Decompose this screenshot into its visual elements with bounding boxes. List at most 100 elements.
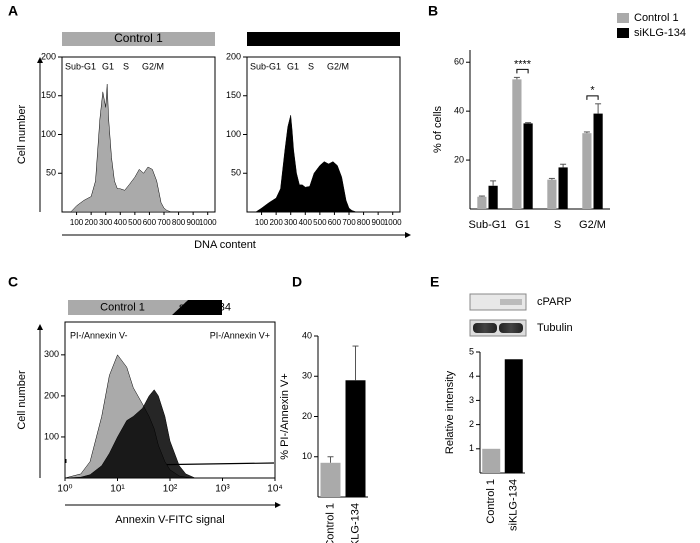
bar bbox=[320, 462, 341, 497]
x-tick-label: Control 1 bbox=[485, 479, 497, 524]
panel-letter: A bbox=[8, 3, 18, 19]
bar bbox=[593, 113, 603, 209]
x-tick-label: 200 bbox=[84, 218, 98, 227]
bar bbox=[345, 380, 366, 497]
x-tick-label: Control 1 bbox=[324, 503, 336, 543]
x-tick-label: 1000 bbox=[199, 218, 217, 227]
chart-title: Control 1 bbox=[114, 31, 163, 45]
annotation: Sub-G1 bbox=[250, 61, 281, 71]
annotation: PI-/Annexin V- bbox=[70, 330, 128, 340]
y-tick-label: 200 bbox=[44, 390, 59, 400]
title-banner bbox=[62, 32, 215, 46]
y-tick-label: 40 bbox=[302, 330, 312, 340]
annotation: Sub-G1 bbox=[65, 61, 96, 71]
x-tick-label: 700 bbox=[157, 218, 171, 227]
x-tick-label: 1000 bbox=[384, 218, 402, 227]
y-tick-label: 3 bbox=[469, 395, 474, 405]
x-tick-label: siKLG-134 bbox=[349, 503, 361, 543]
bar bbox=[482, 448, 501, 473]
y-tick-label: 300 bbox=[44, 349, 59, 359]
x-tick-label: 10¹ bbox=[110, 484, 125, 495]
y-tick-label: 2 bbox=[469, 419, 474, 429]
x-tick-label: G1 bbox=[515, 219, 530, 231]
histogram-area bbox=[64, 389, 196, 479]
x-tick-label: G2/M bbox=[579, 219, 606, 231]
y-tick-label: 100 bbox=[44, 431, 59, 441]
y-tick-label: 20 bbox=[454, 154, 464, 164]
bar bbox=[558, 167, 568, 209]
panel-letter: B bbox=[428, 3, 438, 19]
x-tick-label: 500 bbox=[313, 218, 327, 227]
blot-label: cPARP bbox=[537, 296, 572, 308]
blot-band bbox=[469, 293, 527, 311]
y-axis-label: Cell number bbox=[16, 105, 28, 165]
y-tick-label: 40 bbox=[454, 106, 464, 116]
legend-label: Control 1 bbox=[634, 12, 679, 24]
significance-bracket bbox=[586, 95, 599, 100]
y-tick-label: 1 bbox=[469, 443, 474, 453]
y-tick-label: 200 bbox=[226, 51, 241, 61]
x-tick-label: 300 bbox=[284, 218, 298, 227]
y-tick-label: 30 bbox=[302, 371, 312, 381]
bar bbox=[512, 79, 522, 209]
title-banner bbox=[247, 32, 400, 46]
x-tick-label: 800 bbox=[357, 218, 371, 227]
y-axis-label: Cell number bbox=[16, 370, 28, 430]
x-tick-label: 100 bbox=[255, 218, 269, 227]
x-tick-label: 600 bbox=[328, 218, 342, 227]
blot-band bbox=[473, 323, 497, 333]
y-tick-label: 100 bbox=[41, 129, 56, 139]
annotation: S bbox=[123, 61, 129, 71]
legend-swatch bbox=[617, 13, 629, 23]
y-tick-label: 150 bbox=[226, 90, 241, 100]
legend-label: siKLG-134 bbox=[634, 27, 686, 39]
y-axis-label: Relative intensity bbox=[444, 370, 456, 454]
panel-letter: C bbox=[8, 274, 18, 290]
significance-label: **** bbox=[514, 58, 532, 70]
x-tick-label: Sub-G1 bbox=[469, 219, 507, 231]
y-tick-label: 20 bbox=[302, 411, 312, 421]
annotation: G2/M bbox=[327, 61, 349, 71]
legend-label: Control 1 bbox=[100, 301, 145, 313]
x-tick-label: 900 bbox=[186, 218, 200, 227]
y-tick-label: 50 bbox=[46, 168, 56, 178]
bar bbox=[488, 185, 498, 209]
x-tick-label: 10³ bbox=[215, 484, 230, 495]
x-tick-label: 600 bbox=[143, 218, 157, 227]
bar bbox=[523, 123, 533, 209]
x-axis-label: DNA content bbox=[194, 239, 256, 251]
significance-label: * bbox=[590, 85, 595, 97]
annotation: PI-/Annexin V+ bbox=[210, 330, 270, 340]
y-axis-label: % of cells bbox=[432, 105, 444, 153]
histogram-area bbox=[254, 115, 357, 213]
legend-banner bbox=[68, 300, 188, 315]
y-tick-label: 100 bbox=[226, 129, 241, 139]
x-axis-label: Annexin V-FITC signal bbox=[115, 514, 224, 526]
x-tick-label: 100 bbox=[70, 218, 84, 227]
x-tick-label: 200 bbox=[269, 218, 283, 227]
y-tick-label: 60 bbox=[454, 57, 464, 67]
significance-bracket bbox=[516, 68, 529, 74]
bar bbox=[477, 196, 487, 209]
histogram-area bbox=[70, 84, 172, 213]
bar bbox=[547, 179, 557, 209]
blot-band bbox=[499, 323, 523, 333]
x-tick-label: 10⁰ bbox=[57, 484, 72, 495]
panel-letter: E bbox=[430, 274, 439, 290]
y-tick-label: 10 bbox=[302, 451, 312, 461]
y-tick-label: 200 bbox=[41, 51, 56, 61]
bar bbox=[582, 133, 592, 209]
annotation: S bbox=[308, 61, 314, 71]
x-tick-label: 900 bbox=[371, 218, 385, 227]
x-tick-label: 400 bbox=[114, 218, 128, 227]
x-tick-label: 10² bbox=[163, 484, 178, 495]
x-tick-label: 400 bbox=[299, 218, 313, 227]
x-tick-label: 700 bbox=[342, 218, 356, 227]
chart-title: siKLG-134 bbox=[295, 31, 352, 45]
y-tick-label: 5 bbox=[469, 346, 474, 356]
annotation: G1 bbox=[102, 61, 114, 71]
x-tick-label: 10⁴ bbox=[267, 484, 282, 495]
panel-letter: D bbox=[292, 274, 302, 290]
legend-banner bbox=[172, 300, 222, 315]
